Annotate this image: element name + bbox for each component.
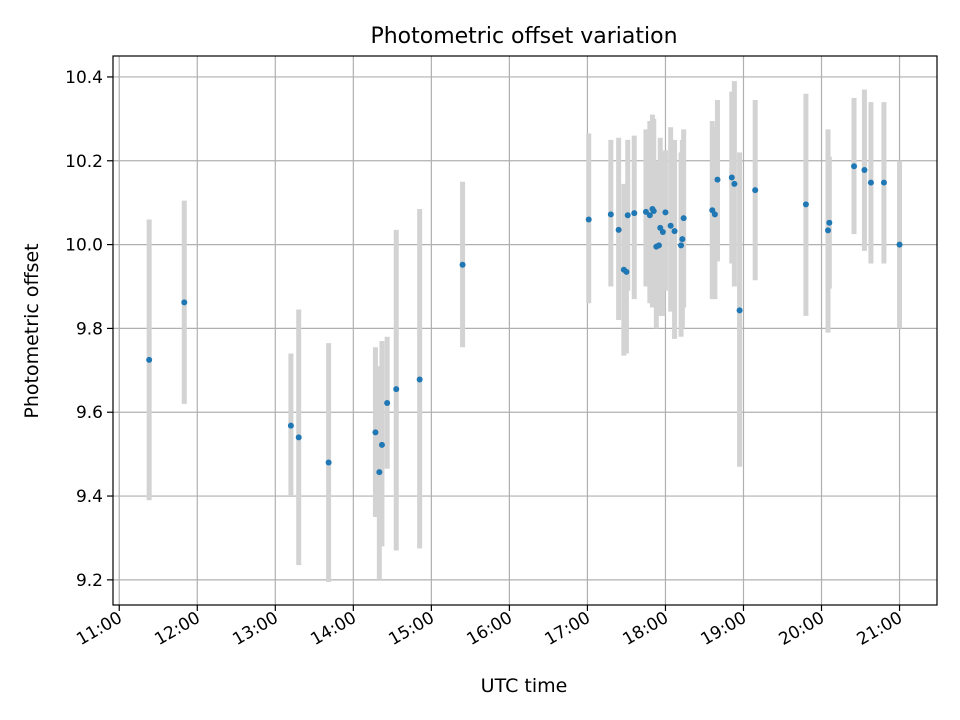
data-point xyxy=(325,459,332,466)
data-point xyxy=(378,441,385,448)
point-layer xyxy=(146,163,903,476)
y-tick-label: 10.0 xyxy=(65,236,103,256)
data-point xyxy=(384,400,391,407)
y-axis-label: Photometric offset xyxy=(21,243,43,418)
data-point xyxy=(655,242,662,249)
data-point xyxy=(287,422,294,429)
data-point xyxy=(802,201,809,208)
data-point xyxy=(867,179,874,186)
plot-frame xyxy=(112,55,938,606)
data-point xyxy=(650,208,657,215)
data-point xyxy=(711,211,718,218)
data-point xyxy=(646,212,653,219)
chart-title: Photometric offset variation xyxy=(370,24,677,49)
data-point xyxy=(662,209,669,216)
data-point xyxy=(728,174,735,181)
data-point xyxy=(825,227,832,234)
data-point xyxy=(295,434,302,441)
data-point xyxy=(880,179,887,186)
data-point xyxy=(146,356,153,363)
data-point xyxy=(659,229,666,236)
data-point xyxy=(585,216,592,223)
grid-layer xyxy=(113,56,937,605)
x-axis-label: UTC time xyxy=(481,675,568,697)
y-tick-label: 9.2 xyxy=(76,571,103,591)
data-point xyxy=(752,187,759,194)
data-point xyxy=(736,307,743,314)
y-tick-label: 10.2 xyxy=(65,152,103,172)
data-point xyxy=(896,241,903,248)
data-point xyxy=(861,166,868,173)
data-point xyxy=(680,215,687,222)
y-tick-label: 9.6 xyxy=(76,403,103,423)
data-point xyxy=(714,176,721,183)
data-point xyxy=(624,212,631,219)
data-point xyxy=(393,386,400,393)
data-point xyxy=(416,376,423,383)
data-point xyxy=(671,228,678,235)
data-point xyxy=(679,236,686,243)
y-tick-label: 9.4 xyxy=(76,487,103,507)
data-point xyxy=(615,226,622,233)
data-point xyxy=(826,219,833,226)
data-point xyxy=(376,469,383,476)
y-tick-label: 9.8 xyxy=(76,319,103,339)
data-point xyxy=(372,429,379,436)
data-point xyxy=(731,180,738,187)
data-point xyxy=(607,211,614,218)
data-point xyxy=(851,163,858,170)
data-point xyxy=(678,242,685,249)
data-point xyxy=(642,208,649,215)
data-point xyxy=(459,261,466,268)
y-tick-label: 10.4 xyxy=(65,68,103,88)
data-point xyxy=(623,268,630,275)
data-point xyxy=(631,210,638,217)
data-point xyxy=(181,299,188,306)
data-point xyxy=(667,222,674,229)
